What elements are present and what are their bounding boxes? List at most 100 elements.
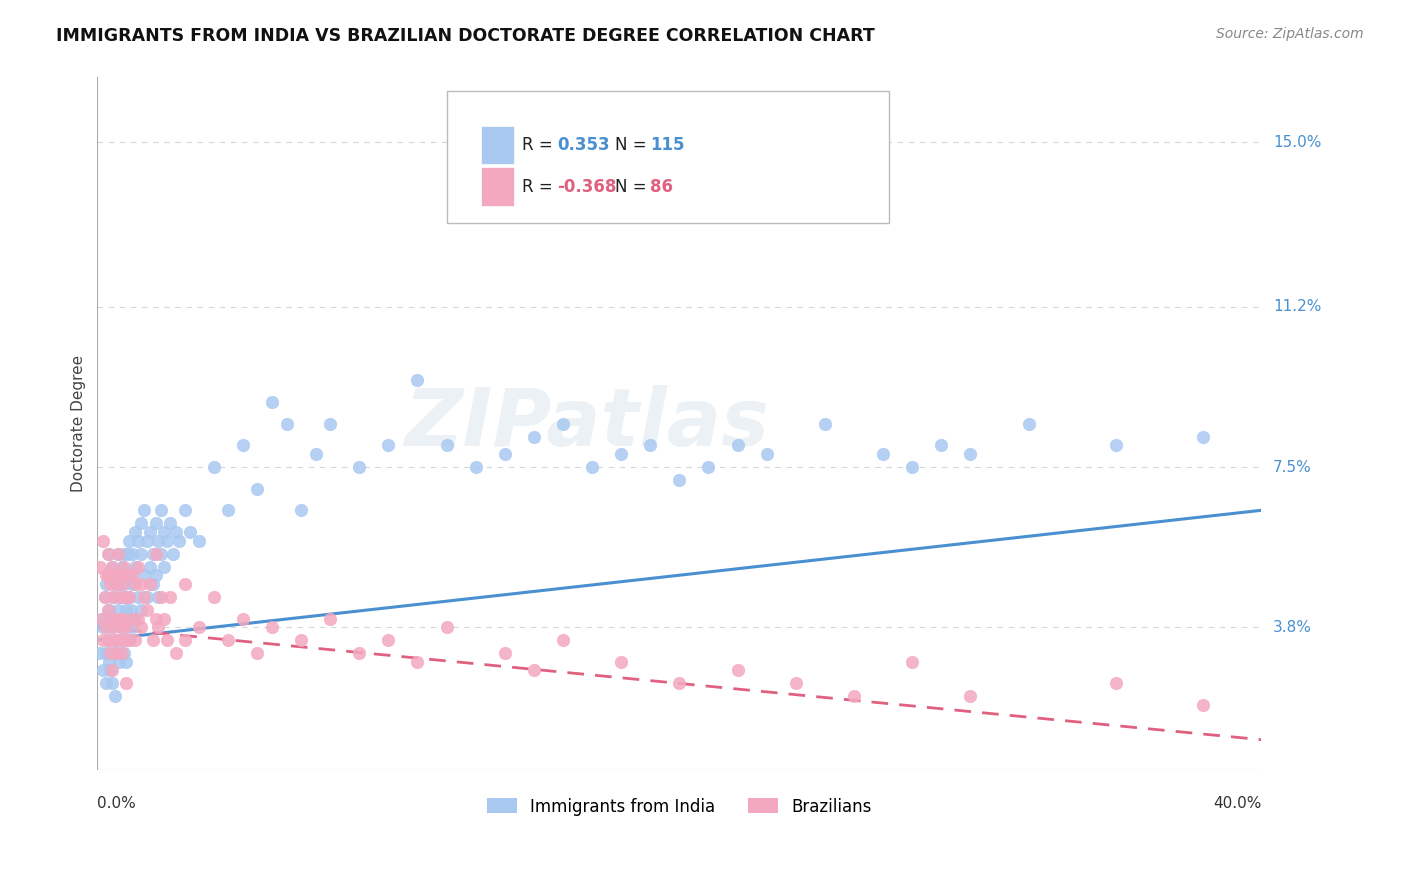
Point: [145, 547, 167, 561]
FancyBboxPatch shape: [481, 168, 515, 205]
Point: [111, 577, 134, 591]
Point: [785, 676, 807, 690]
FancyBboxPatch shape: [447, 91, 889, 223]
Point: [167, 533, 190, 548]
Point: [127, 559, 149, 574]
Point: [91, 620, 114, 634]
Point: [107, 547, 129, 561]
Point: [1105, 676, 1128, 690]
Point: [111, 559, 134, 574]
Point: [135, 533, 157, 548]
Point: [523, 664, 546, 678]
Point: [668, 473, 690, 487]
Point: [103, 590, 125, 604]
Point: [94, 577, 117, 591]
Point: [135, 603, 157, 617]
Point: [103, 590, 125, 604]
Point: [121, 620, 143, 634]
Point: [110, 620, 132, 634]
Point: [349, 460, 371, 475]
Point: [115, 620, 138, 634]
Point: [142, 547, 165, 561]
Point: [551, 633, 574, 648]
Point: [114, 633, 136, 648]
Point: [91, 533, 114, 548]
Point: [100, 611, 122, 625]
Point: [120, 568, 142, 582]
Point: [108, 655, 131, 669]
Point: [110, 620, 132, 634]
Point: [105, 577, 128, 591]
Point: [118, 590, 141, 604]
Point: [127, 611, 149, 625]
Point: [108, 577, 131, 591]
Point: [129, 516, 152, 531]
Point: [260, 620, 283, 634]
Point: [668, 676, 690, 690]
Point: [115, 655, 138, 669]
Point: [94, 620, 117, 634]
Point: [105, 611, 128, 625]
Point: [114, 620, 136, 634]
Point: [436, 620, 458, 634]
Point: [319, 611, 342, 625]
Point: [188, 620, 211, 634]
Point: [98, 603, 121, 617]
Point: [129, 620, 152, 634]
Text: IMMIGRANTS FROM INDIA VS BRAZILIAN DOCTORATE DEGREE CORRELATION CHART: IMMIGRANTS FROM INDIA VS BRAZILIAN DOCTO…: [56, 27, 875, 45]
Point: [89, 646, 111, 660]
Point: [872, 447, 894, 461]
Point: [124, 559, 146, 574]
Point: [156, 633, 179, 648]
Point: [179, 524, 201, 539]
Text: -0.368: -0.368: [557, 178, 617, 196]
Point: [104, 633, 127, 648]
Point: [276, 417, 298, 431]
Point: [232, 611, 254, 625]
Point: [107, 547, 129, 561]
Point: [162, 547, 184, 561]
Point: [150, 503, 173, 517]
Text: N =: N =: [616, 178, 647, 196]
Point: [114, 590, 136, 604]
Point: [1105, 438, 1128, 452]
Point: [138, 524, 160, 539]
Point: [173, 633, 195, 648]
Point: [104, 568, 127, 582]
Point: [842, 690, 865, 704]
Point: [153, 524, 176, 539]
Point: [118, 590, 141, 604]
Point: [814, 417, 837, 431]
Point: [304, 447, 326, 461]
Point: [153, 559, 176, 574]
Point: [202, 590, 225, 604]
Point: [173, 503, 195, 517]
Point: [135, 590, 157, 604]
Point: [107, 646, 129, 660]
Point: [121, 547, 143, 561]
Point: [121, 611, 143, 625]
Point: [108, 633, 131, 648]
Point: [727, 664, 749, 678]
Point: [148, 533, 170, 548]
Point: [148, 620, 170, 634]
Point: [96, 603, 118, 617]
Point: [929, 438, 952, 452]
Point: [159, 516, 181, 531]
Point: [406, 373, 429, 387]
Text: R =: R =: [522, 178, 553, 196]
Point: [290, 633, 312, 648]
Point: [142, 577, 165, 591]
Point: [118, 633, 141, 648]
Point: [98, 655, 121, 669]
Point: [96, 633, 118, 648]
Point: [107, 611, 129, 625]
Point: [101, 559, 124, 574]
Point: [107, 603, 129, 617]
Point: [114, 590, 136, 604]
Point: [115, 603, 138, 617]
Point: [217, 503, 239, 517]
Point: [98, 633, 121, 648]
Point: [115, 568, 138, 582]
Point: [153, 611, 176, 625]
